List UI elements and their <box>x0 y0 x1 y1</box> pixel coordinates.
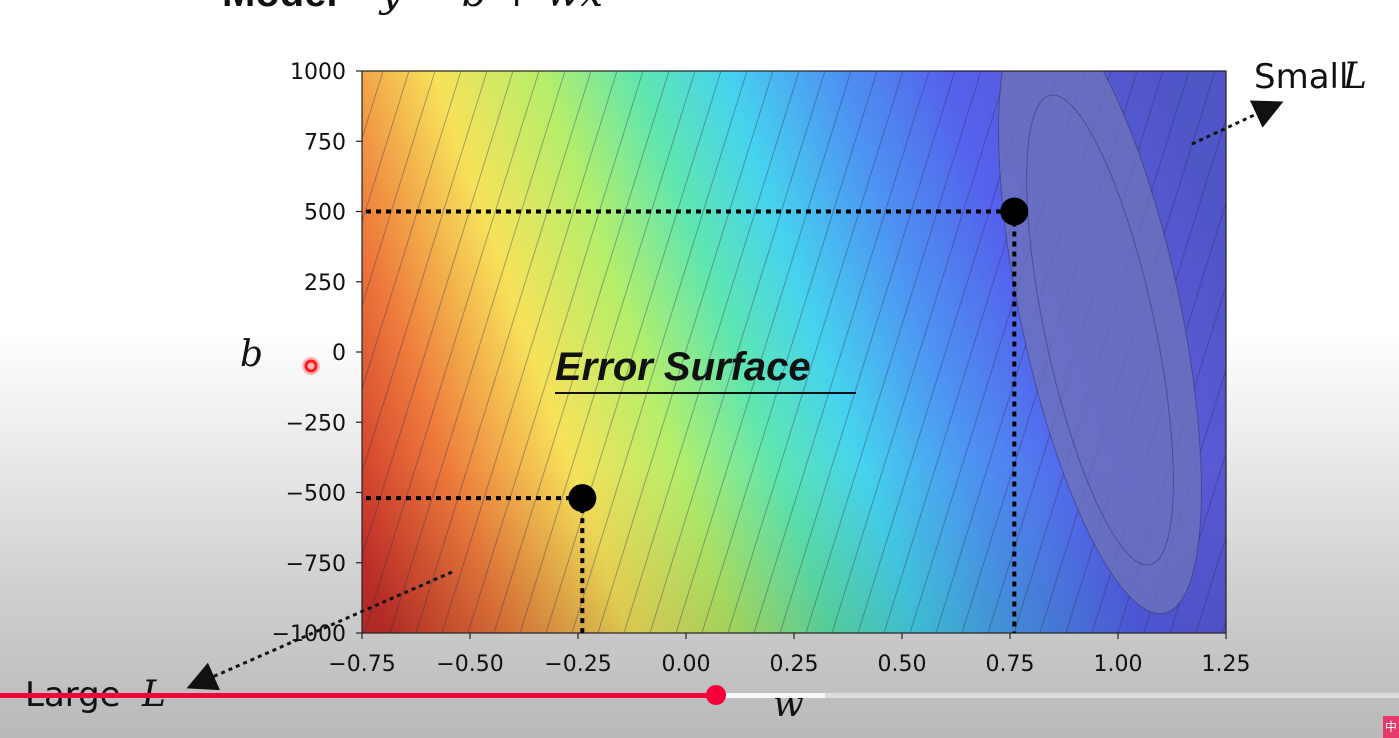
model-formula: y = b + wx <box>378 0 603 16</box>
y-axis-ticks: 1000 750 500 250 0 −250 −500 −750 −1000 <box>272 60 362 647</box>
x-tick-label: 0.25 <box>770 652 819 677</box>
y-tick-label: −750 <box>286 552 346 577</box>
contour-line <box>493 71 670 633</box>
contour-line <box>545 71 722 633</box>
y-tick-label: 500 <box>304 201 346 226</box>
contour-line <box>362 71 488 475</box>
video-progress-bar[interactable] <box>0 685 1399 705</box>
contour-line <box>701 71 878 633</box>
x-axis-symbol: w <box>773 684 804 725</box>
contour-line <box>1352 71 1399 633</box>
y-tick-label: 750 <box>304 130 346 155</box>
model-title-word: Model <box>222 0 338 15</box>
y-tick-label: −500 <box>286 482 346 507</box>
y-tick-label: −1000 <box>272 622 346 647</box>
contour-line <box>597 71 774 633</box>
contour-line <box>1169 451 1226 633</box>
contour-line <box>1326 71 1399 633</box>
x-tick-label: 0.50 <box>878 652 927 677</box>
y-tick-label: −250 <box>286 411 346 436</box>
contour-line <box>1195 534 1226 633</box>
error-surface-plot: −0.75 −0.50 −0.25 0.00 0.25 0.50 0.75 1.00 1.25 … <box>182 60 1399 677</box>
contour-line <box>362 71 462 391</box>
x-tick-label: −0.50 <box>436 652 503 677</box>
x-tick-label: −0.25 <box>544 652 611 677</box>
contour-line <box>519 71 696 633</box>
x-tick-label: 0.00 <box>662 652 711 677</box>
contour-line <box>675 71 852 633</box>
contour-line <box>1300 71 1399 633</box>
contour-line <box>362 71 514 558</box>
guide-lines <box>366 209 1017 633</box>
parameter-point <box>1000 197 1029 226</box>
minimum-contour-inner <box>1026 94 1174 566</box>
small-loss-symbol: L <box>1342 56 1367 97</box>
x-tick-label: 1.25 <box>1202 652 1251 677</box>
contour-line <box>362 71 410 224</box>
contour-line <box>363 71 540 633</box>
y-tick-label: 0 <box>332 341 346 366</box>
contour-line <box>362 71 436 308</box>
contour-line <box>571 71 748 633</box>
error-surface-label: Error Surface <box>555 345 811 389</box>
progress-scrubber-handle[interactable] <box>706 685 727 705</box>
x-tick-label: 1.00 <box>1094 652 1143 677</box>
contour-line <box>649 71 826 633</box>
contour-line <box>182 71 357 633</box>
contour-line <box>1274 71 1399 633</box>
language-badge[interactable]: 中 <box>1383 716 1399 738</box>
contour-line <box>753 71 930 633</box>
y-axis-symbol: b <box>240 334 263 375</box>
parameter-point <box>568 484 597 513</box>
data-points <box>568 197 1029 513</box>
x-tick-label: −0.75 <box>328 652 395 677</box>
progress-played <box>0 693 717 698</box>
x-tick-label: 0.75 <box>986 652 1035 677</box>
contour-line <box>1221 618 1226 633</box>
contour-line <box>389 71 566 633</box>
contour-line <box>415 71 592 633</box>
contour-line <box>1248 71 1399 633</box>
small-loss-label: Small <box>1254 57 1348 97</box>
contour-line <box>805 71 982 633</box>
contour-line <box>467 71 644 633</box>
contour-line <box>623 71 800 633</box>
contour-line <box>441 71 618 633</box>
contour-line <box>779 71 956 633</box>
x-axis-ticks: −0.75 −0.50 −0.25 0.00 0.25 0.50 0.75 1.00 1.25 <box>328 633 1250 677</box>
y-tick-label: 250 <box>304 271 346 296</box>
minimum-basin <box>998 71 1202 615</box>
y-tick-label: 1000 <box>290 60 346 85</box>
contour-line <box>831 71 1008 633</box>
contour-line <box>727 71 904 633</box>
